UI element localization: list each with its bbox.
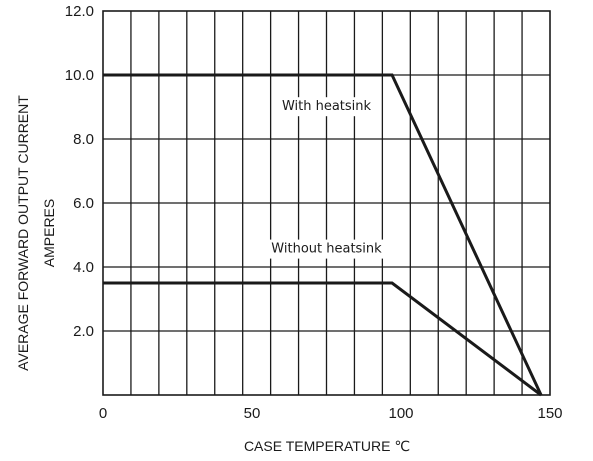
x-tick-label: 150	[537, 405, 562, 422]
y-tick-label: 8.0	[73, 131, 94, 148]
series-line-1	[103, 73, 543, 396]
annotation-background	[277, 97, 376, 117]
y-axis-title-line-1: AVERAGE FORWARD OUTPUT CURRENT	[15, 95, 31, 371]
annotation-backgrounds	[267, 97, 387, 259]
x-tick-labels: 0 50 100 150	[99, 405, 563, 422]
series-line-2	[103, 281, 542, 397]
annotation-label: Without heatsink	[271, 242, 382, 257]
grid-lines	[103, 11, 550, 395]
y-tick-labels: 2.0 4.0 6.0 8.0 10.0 12.0	[65, 3, 94, 340]
x-tick-label: 50	[244, 405, 261, 422]
annotation-label: With heatsink	[282, 99, 372, 114]
y-tick-label: 2.0	[73, 323, 94, 340]
x-tick-label: 100	[388, 405, 413, 422]
x-axis-title: CASE TEMPERATURE ℃	[244, 438, 410, 454]
plot-frame	[102, 10, 551, 396]
x-tick-label: 0	[99, 405, 107, 422]
annotation-background	[267, 239, 387, 259]
y-tick-label: 10.0	[65, 67, 94, 84]
y-tick-label: 4.0	[73, 259, 94, 276]
y-tick-label: 6.0	[73, 195, 94, 212]
y-tick-label: 12.0	[65, 3, 94, 20]
y-axis-title-line-2: AMPERES	[41, 199, 57, 267]
series-lines	[103, 73, 543, 397]
annotations: With heatsink Without heatsink	[271, 99, 382, 256]
